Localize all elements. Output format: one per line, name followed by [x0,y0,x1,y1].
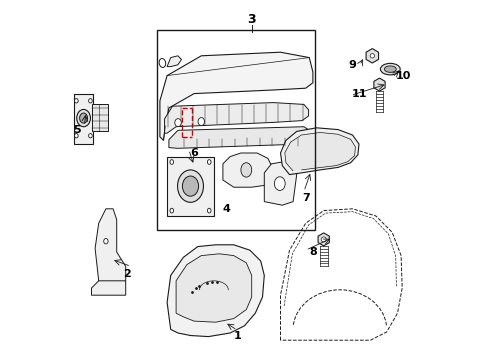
Polygon shape [264,162,296,205]
Text: 3: 3 [247,13,256,26]
Polygon shape [73,94,93,144]
Polygon shape [164,103,308,133]
Ellipse shape [241,163,251,177]
Ellipse shape [159,59,165,67]
Text: 5: 5 [73,125,81,135]
Polygon shape [160,52,312,140]
Text: 1: 1 [233,330,241,341]
Ellipse shape [174,119,181,127]
Polygon shape [167,56,181,67]
Ellipse shape [103,239,108,244]
Polygon shape [284,132,355,171]
Ellipse shape [170,160,173,164]
Ellipse shape [198,118,204,126]
Text: 8: 8 [308,247,316,257]
Polygon shape [280,128,358,175]
Ellipse shape [274,177,285,190]
Text: 7: 7 [301,193,309,203]
Polygon shape [167,245,264,337]
Ellipse shape [88,134,92,138]
Ellipse shape [75,99,78,103]
Text: 4: 4 [222,204,230,214]
Polygon shape [223,153,271,187]
Ellipse shape [321,237,325,242]
Bar [156,30,314,230]
Text: 10: 10 [394,71,410,81]
Text: 11: 11 [351,89,366,99]
Ellipse shape [369,54,374,58]
Ellipse shape [80,113,87,123]
Ellipse shape [207,160,211,164]
Ellipse shape [177,170,203,202]
Ellipse shape [170,208,173,213]
Polygon shape [176,254,251,322]
Ellipse shape [77,109,90,127]
Text: 2: 2 [123,269,131,279]
Polygon shape [91,104,107,131]
Ellipse shape [75,134,78,138]
Polygon shape [202,176,210,196]
Ellipse shape [380,63,399,75]
Polygon shape [168,127,310,148]
Text: 6: 6 [190,148,198,158]
Text: 9: 9 [348,60,356,70]
Ellipse shape [384,66,395,72]
Ellipse shape [207,208,211,213]
Polygon shape [280,209,401,340]
Polygon shape [95,209,125,288]
Ellipse shape [88,99,92,103]
Polygon shape [91,281,125,295]
Ellipse shape [182,176,198,196]
Polygon shape [167,157,213,216]
